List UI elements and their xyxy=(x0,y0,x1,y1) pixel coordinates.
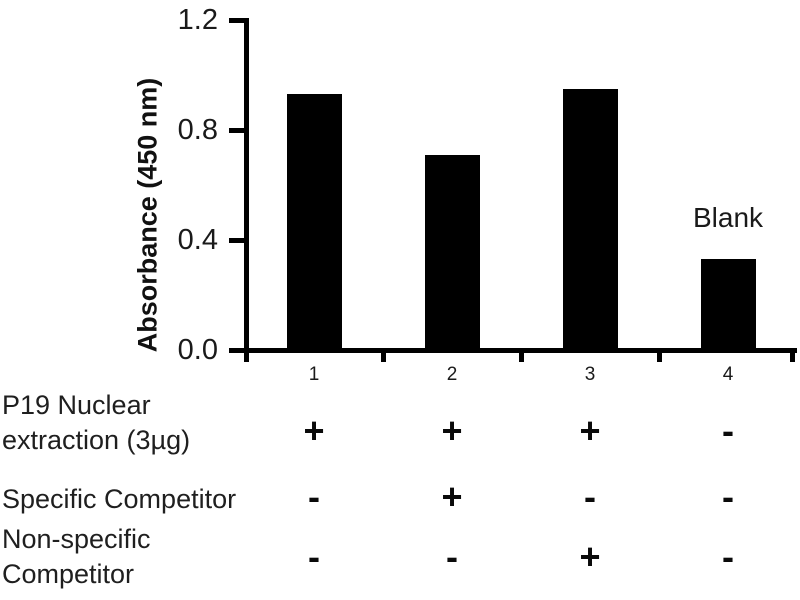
condition-symbol-row2-col1: - xyxy=(308,476,320,517)
condition-symbol-row3-col4: - xyxy=(722,536,734,577)
y-tick-mark xyxy=(229,17,245,23)
condition-row-label: Specific Competitor xyxy=(2,484,237,514)
x-tick-mark xyxy=(656,348,662,362)
y-tick-label: 0.0 xyxy=(177,334,218,366)
condition-row-label: P19 Nuclear extraction (3µg) xyxy=(2,390,191,455)
x-tick-mark xyxy=(380,348,386,362)
bar-category-4 xyxy=(700,259,756,350)
bar-category-3 xyxy=(562,88,618,350)
condition-symbol-row3-col1: - xyxy=(308,536,320,577)
condition-symbol-row1-col4: - xyxy=(722,410,734,451)
x-category-label: 4 xyxy=(722,364,734,385)
y-tick-label: 1.2 xyxy=(177,4,218,36)
annotation-blank: Blank xyxy=(692,202,764,234)
condition-symbol-row2-col4: - xyxy=(722,476,734,517)
bar-category-1 xyxy=(286,94,342,350)
y-tick-mark xyxy=(229,127,245,133)
y-tick-label: 0.8 xyxy=(177,114,218,146)
x-category-label: 3 xyxy=(584,364,596,385)
x-category-label: 2 xyxy=(446,364,458,385)
condition-symbol-row1-col1: + xyxy=(303,410,325,451)
condition-symbol-row2-col3: - xyxy=(584,476,596,517)
y-axis-line xyxy=(244,18,249,353)
condition-symbol-row3-col2: - xyxy=(446,536,458,577)
x-tick-mark xyxy=(789,348,795,362)
y-tick-label: 0.4 xyxy=(177,224,218,256)
y-tick-mark xyxy=(229,237,245,243)
condition-symbol-row2-col2: + xyxy=(441,476,463,517)
bar-category-2 xyxy=(424,154,480,350)
condition-symbol-row1-col3: + xyxy=(579,410,601,451)
condition-row-label: Non-specific Competitor xyxy=(2,524,151,589)
condition-symbol-row1-col2: + xyxy=(441,410,463,451)
x-category-label: 1 xyxy=(308,364,320,385)
y-tick-mark xyxy=(229,347,245,353)
x-tick-mark xyxy=(244,348,249,362)
condition-symbol-row3-col3: + xyxy=(579,536,601,577)
x-tick-mark xyxy=(518,348,524,362)
